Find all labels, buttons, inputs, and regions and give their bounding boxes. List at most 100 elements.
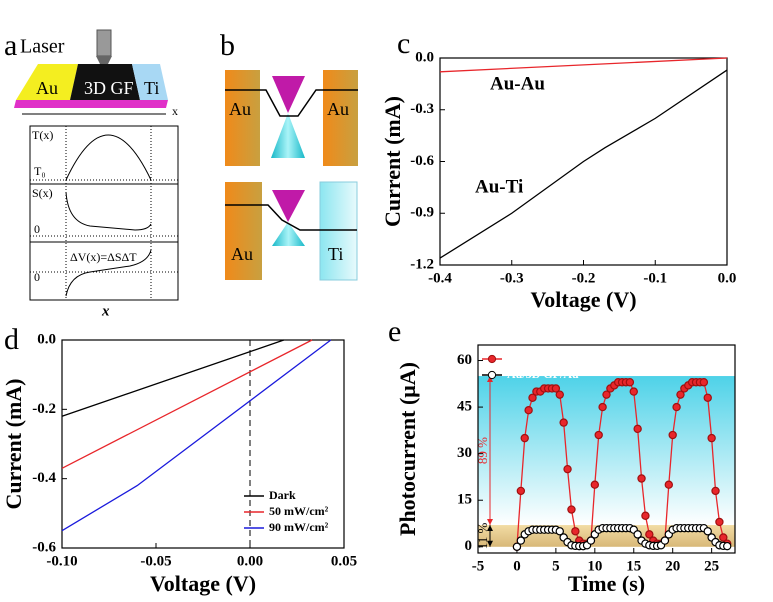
x-tick-label: -0.10 <box>46 553 77 569</box>
contact-block <box>225 182 262 280</box>
x-tick-label: 5 <box>552 558 560 574</box>
x-tick-label: -0.05 <box>140 553 171 569</box>
series-line <box>61 339 332 532</box>
cone <box>272 222 305 246</box>
data-point <box>516 536 526 545</box>
x-axis-label: Voltage (V) <box>530 287 636 312</box>
x-axis-label: Voltage (V) <box>150 571 256 596</box>
curve <box>65 249 152 297</box>
channel-label: 3D GF <box>84 78 134 98</box>
arrow-head <box>487 376 493 383</box>
panel-label: e <box>388 315 401 348</box>
laser-tip <box>96 56 112 64</box>
series-label: Au-Ti <box>475 176 523 197</box>
data-point <box>551 384 561 393</box>
laser-label: Laser <box>20 36 65 58</box>
data-point <box>703 527 712 536</box>
y-tick-label: -0.3 <box>410 101 434 117</box>
panel-label: c <box>397 27 410 60</box>
y-tick-label: 30 <box>457 445 472 461</box>
plot-label: ΔV(x)=ΔSΔT <box>70 250 137 264</box>
legend-label: Au/3D GF/Au <box>507 367 579 381</box>
cone <box>271 113 305 158</box>
data-point <box>555 527 564 536</box>
series-line <box>439 57 728 73</box>
plot-label: T(x) <box>32 128 53 142</box>
y-tick-label: -0.4 <box>32 470 56 486</box>
legend-label: 90 mW/cm² <box>269 520 329 534</box>
data-point <box>571 527 580 536</box>
data-point <box>676 390 685 399</box>
legend-marker <box>487 354 497 364</box>
axis-label: x <box>172 104 178 118</box>
x-tick-label: 0.0 <box>718 270 737 286</box>
data-point <box>625 378 635 387</box>
substrate <box>14 100 168 108</box>
series-line <box>61 339 313 469</box>
arrow-head <box>487 519 493 526</box>
cone <box>272 76 305 113</box>
contact-label: Au <box>231 244 253 264</box>
data-point <box>520 433 529 443</box>
legend-marker <box>487 370 497 380</box>
data-point <box>629 387 638 396</box>
contact-block <box>319 181 358 281</box>
annotation: 89 % <box>475 437 490 464</box>
y-tick-label: 0.0 <box>37 331 56 347</box>
legend-label: Dark <box>269 488 296 502</box>
x-tick-label: 20 <box>665 558 680 574</box>
data-point <box>672 402 681 412</box>
contact-ti <box>132 64 168 100</box>
y-tick-label: -0.6 <box>410 153 434 169</box>
data-point <box>723 541 732 551</box>
panel-label: b <box>220 29 235 62</box>
plot-frame <box>29 125 179 301</box>
band-line <box>225 89 358 117</box>
arrow-head <box>487 540 493 547</box>
cone <box>272 190 305 222</box>
x-tick-label: -0.1 <box>643 270 667 286</box>
data-point <box>524 405 533 415</box>
diagram-a: a Laser Au 3D GF Ti x T(x) S(x) ΔV(x)=ΔS… <box>4 29 179 319</box>
y-axis-label: Current (mA) <box>1 379 26 510</box>
axis-label: x <box>101 303 110 319</box>
curve <box>65 134 152 181</box>
x-tick-label: 15 <box>626 558 641 574</box>
data-point <box>641 511 650 520</box>
band <box>478 376 735 526</box>
data-point <box>633 424 642 434</box>
y-tick-label: -0.6 <box>32 539 56 555</box>
data-point <box>590 480 600 489</box>
laser-head <box>96 29 112 57</box>
data-point <box>645 530 654 539</box>
contact-block <box>225 70 260 166</box>
x-tick-label: 10 <box>587 558 602 574</box>
y-tick-label: 45 <box>457 399 472 415</box>
y-axis-label: Current (mA) <box>380 96 405 227</box>
data-point <box>633 530 642 539</box>
x-tick-label: 0 <box>513 558 521 574</box>
data-point <box>512 542 522 551</box>
y-tick-label: 0 <box>465 538 473 554</box>
x-axis-label: Time (s) <box>568 571 645 596</box>
panel-label: d <box>4 323 19 356</box>
data-point <box>563 464 572 474</box>
plot-frame <box>61 339 345 549</box>
y-tick-label: 15 <box>457 492 472 508</box>
curve <box>65 191 152 231</box>
contact-label: Au <box>36 78 58 98</box>
data-point <box>516 486 526 496</box>
data-point <box>586 536 596 545</box>
x-tick-label: 25 <box>704 558 719 574</box>
panel-label: a <box>4 29 17 62</box>
arrow-head <box>487 525 493 532</box>
data-point <box>528 393 537 402</box>
x-tick-label: -5 <box>472 558 485 574</box>
contact-label: Au <box>327 99 349 119</box>
x-tick-label: -0.3 <box>500 270 524 286</box>
baseline-label: 0 <box>34 270 40 284</box>
data-point <box>715 517 724 527</box>
channel-gf <box>70 64 140 100</box>
y-tick-label: 60 <box>457 352 472 368</box>
